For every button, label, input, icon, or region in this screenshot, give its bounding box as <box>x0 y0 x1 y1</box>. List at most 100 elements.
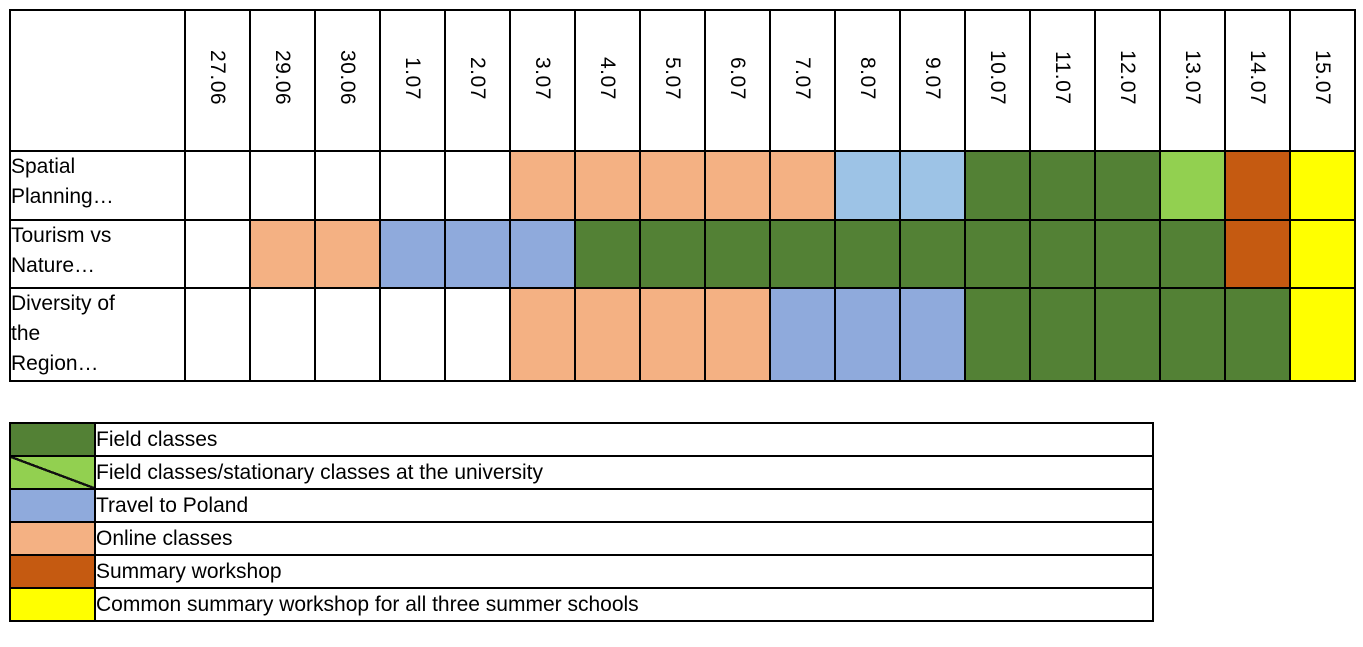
date-header: 15.07 <box>1289 9 1356 152</box>
schedule-cell <box>639 287 706 382</box>
schedule-cell <box>834 219 901 289</box>
schedule-table: 27.06 29.06 30.06 1.07 2.07 3.07 4.07 5.07 6.07 7… <box>9 9 1356 382</box>
legend-label: Common summary workshop for all three su… <box>94 587 1154 622</box>
schedule-cell <box>1159 219 1226 289</box>
schedule-cell <box>509 219 576 289</box>
legend-swatch <box>9 488 96 523</box>
schedule-cell <box>509 150 576 221</box>
schedule-cell <box>574 287 641 382</box>
date-label: 4.07 <box>596 56 619 100</box>
schedule-cell <box>1159 150 1226 221</box>
schedule-cell <box>964 287 1031 382</box>
schedule-row: Tourism vs Nature… <box>9 219 1356 289</box>
legend-table: Field classes Field classes/stationary cl… <box>9 422 1154 622</box>
row-label: Diversity of the Region… <box>9 287 186 382</box>
schedule-cell <box>769 150 836 221</box>
schedule-cell <box>184 150 251 221</box>
date-label: 27.06 <box>206 50 229 106</box>
date-label: 3.07 <box>531 56 554 100</box>
schedule-cell <box>704 287 771 382</box>
date-label: 15.07 <box>1311 50 1334 106</box>
schedule-row: Spatial Planning… <box>9 150 1356 221</box>
legend-label: Online classes <box>94 521 1154 556</box>
schedule-cell <box>899 150 966 221</box>
legend-row: Travel to Poland <box>9 488 1154 523</box>
schedule-cell <box>444 219 511 289</box>
legend-label: Field classes/stationary classes at the … <box>94 455 1154 490</box>
date-header: 7.07 <box>769 9 836 152</box>
schedule-header-row: 27.06 29.06 30.06 1.07 2.07 3.07 4.07 5.07 6.07 7… <box>9 9 1356 152</box>
schedule-cell <box>184 287 251 382</box>
schedule-cell <box>249 219 316 289</box>
schedule-cell <box>249 287 316 382</box>
schedule-cell <box>1029 150 1096 221</box>
schedule-cell <box>1224 150 1291 221</box>
row-label: Spatial Planning… <box>9 150 186 221</box>
date-header: 30.06 <box>314 9 381 152</box>
date-label: 11.07 <box>1051 51 1074 105</box>
schedule-cell <box>249 150 316 221</box>
schedule-cell <box>769 219 836 289</box>
legend-swatch <box>9 455 96 490</box>
page: 27.06 29.06 30.06 1.07 2.07 3.07 4.07 5.07 6.07 7… <box>9 9 1356 622</box>
legend-row: Field classes <box>9 422 1154 457</box>
schedule-cell <box>899 287 966 382</box>
date-label: 1.07 <box>401 56 424 100</box>
schedule-cell <box>379 287 446 382</box>
legend-row: Summary workshop <box>9 554 1154 589</box>
schedule-cell <box>964 150 1031 221</box>
schedule-cell <box>314 150 381 221</box>
date-header: 29.06 <box>249 9 316 152</box>
date-header: 5.07 <box>639 9 706 152</box>
date-label: 30.06 <box>336 50 359 106</box>
date-label: 6.07 <box>726 56 749 100</box>
schedule-cell <box>1029 219 1096 289</box>
date-label: 13.07 <box>1181 50 1204 106</box>
schedule-cell <box>379 219 446 289</box>
schedule-cell <box>1224 219 1291 289</box>
date-label: 2.07 <box>466 56 489 100</box>
legend-label: Travel to Poland <box>94 488 1154 523</box>
schedule-cell <box>834 287 901 382</box>
corner-cell <box>9 9 186 152</box>
date-label: 5.07 <box>661 56 684 100</box>
legend-label: Field classes <box>94 422 1154 457</box>
date-label: 29.06 <box>271 50 294 106</box>
schedule-cell <box>314 287 381 382</box>
schedule-cell <box>704 219 771 289</box>
schedule-cell <box>1289 287 1356 382</box>
legend-swatch <box>9 521 96 556</box>
legend-swatch <box>9 422 96 457</box>
schedule-cell <box>314 219 381 289</box>
date-header: 1.07 <box>379 9 446 152</box>
schedule-cell <box>704 150 771 221</box>
schedule-cell <box>769 287 836 382</box>
legend-row: Field classes/stationary classes at the … <box>9 455 1154 490</box>
legend-swatch <box>9 587 96 622</box>
schedule-cell <box>444 150 511 221</box>
date-label: 14.07 <box>1246 50 1269 106</box>
schedule-cell <box>1224 287 1291 382</box>
schedule-cell <box>184 219 251 289</box>
date-header: 14.07 <box>1224 9 1291 152</box>
date-label: 8.07 <box>856 56 879 100</box>
date-header: 2.07 <box>444 9 511 152</box>
schedule-cell <box>834 150 901 221</box>
schedule-cell <box>1159 287 1226 382</box>
schedule-row: Diversity of the Region… <box>9 287 1356 382</box>
legend-swatch <box>9 554 96 589</box>
legend-label: Summary workshop <box>94 554 1154 589</box>
schedule-cell <box>1094 287 1161 382</box>
schedule-cell <box>1094 150 1161 221</box>
date-label: 12.07 <box>1116 50 1139 106</box>
row-label: Tourism vs Nature… <box>9 219 186 289</box>
date-header: 4.07 <box>574 9 641 152</box>
schedule-cell <box>1094 219 1161 289</box>
schedule-cell <box>1289 150 1356 221</box>
date-label: 7.07 <box>791 56 814 100</box>
schedule-cell <box>444 287 511 382</box>
legend-row: Common summary workshop for all three su… <box>9 587 1154 622</box>
schedule-cell <box>639 219 706 289</box>
schedule-cell <box>964 219 1031 289</box>
schedule-cell <box>1289 219 1356 289</box>
